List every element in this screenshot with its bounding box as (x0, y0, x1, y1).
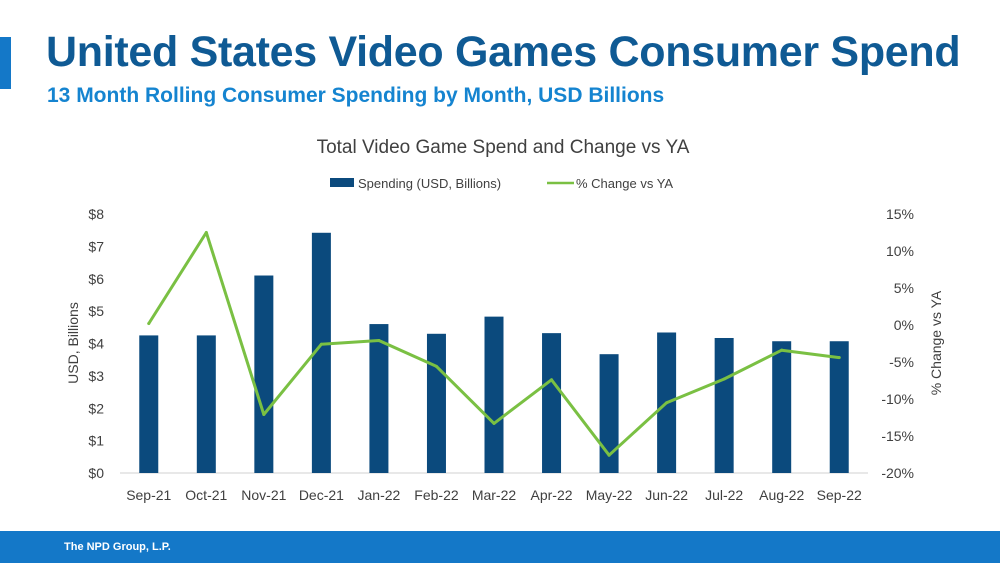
chart-title: Total Video Game Spend and Change vs YA (317, 137, 690, 158)
page-title: United States Video Games Consumer Spend (46, 28, 961, 76)
change-point-sep-21 (147, 322, 151, 326)
bar-jan-22 (369, 324, 389, 473)
bar-dec-21 (311, 232, 331, 473)
legend-swatch-spending (330, 178, 354, 187)
y-tick-label: $2 (88, 400, 104, 416)
y2-tick-label: -20% (881, 465, 914, 481)
y-axis-label: USD, Billions (65, 302, 81, 384)
bar-sep-21 (139, 335, 159, 473)
bar-aug-22 (772, 341, 792, 473)
change-point-jun-22 (665, 401, 669, 405)
accent-bar (0, 37, 11, 89)
bar-feb-22 (426, 333, 446, 473)
y2-tick-label: -15% (881, 428, 914, 444)
y2-tick-label: -10% (881, 391, 914, 407)
y2-tick-label: 15% (886, 206, 914, 222)
y2-tick-label: 5% (894, 280, 914, 296)
spend-chart: Total Video Game Spend and Change vs YA S… (65, 137, 944, 503)
y-tick-label: $8 (88, 206, 104, 222)
change-point-oct-21 (204, 231, 208, 234)
x-tick-label: Nov-21 (241, 487, 286, 503)
x-tick-label: May-22 (586, 487, 633, 503)
y2-tick-label: 0% (894, 317, 914, 333)
bar-nov-21 (254, 275, 274, 473)
y-tick-label: $6 (88, 271, 104, 287)
x-tick-label: Mar-22 (472, 487, 517, 503)
legend-label-change: % Change vs YA (576, 176, 673, 191)
x-tick-label: Sep-22 (817, 487, 862, 503)
y-tick-label: $1 (88, 433, 104, 449)
footer-bar: The NPD Group, L.P. (0, 531, 1000, 563)
x-tick-label: Feb-22 (414, 487, 459, 503)
y-tick-label: $5 (88, 303, 104, 319)
change-point-feb-22 (434, 364, 438, 368)
bar-apr-22 (542, 333, 562, 473)
y-tick-label: $3 (88, 368, 104, 384)
footer-text: The NPD Group, L.P. (64, 541, 171, 553)
change-point-apr-22 (550, 378, 554, 382)
change-point-nov-21 (262, 413, 266, 417)
bar-jul-22 (714, 337, 734, 473)
change-point-dec-21 (319, 342, 323, 346)
page-subtitle: 13 Month Rolling Consumer Spending by Mo… (47, 84, 665, 107)
change-point-jul-22 (722, 377, 726, 381)
bar-sep-22 (829, 341, 849, 473)
x-tick-label: Dec-21 (299, 487, 344, 503)
y2-tick-label: 10% (886, 243, 914, 259)
y-tick-label: $7 (88, 238, 104, 254)
y2-tick-label: -5% (889, 354, 914, 370)
x-tick-label: Apr-22 (531, 487, 573, 503)
x-tick-label: Jul-22 (705, 487, 743, 503)
bar-oct-21 (196, 335, 216, 473)
x-tick-label: Jan-22 (358, 487, 401, 503)
y2-axis-label: % Change vs YA (928, 290, 944, 395)
x-tick-label: Aug-22 (759, 487, 804, 503)
y-tick-label: $0 (88, 465, 104, 481)
change-point-may-22 (607, 453, 611, 457)
bar-may-22 (599, 354, 619, 473)
x-tick-label: Sep-21 (126, 487, 171, 503)
change-point-jan-22 (377, 339, 381, 343)
bar-mar-22 (484, 316, 504, 473)
y-tick-label: $4 (88, 336, 104, 352)
x-tick-label: Oct-21 (185, 487, 227, 503)
change-point-aug-22 (780, 348, 784, 352)
x-tick-label: Jun-22 (645, 487, 688, 503)
change-point-sep-22 (837, 356, 841, 360)
change-point-mar-22 (492, 421, 496, 425)
legend-label-spending: Spending (USD, Billions) (358, 176, 501, 191)
